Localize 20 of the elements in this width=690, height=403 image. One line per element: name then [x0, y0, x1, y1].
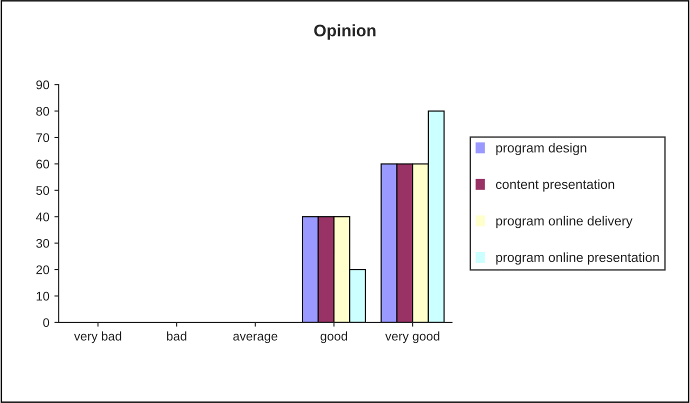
y-tick-label: 0 [43, 318, 50, 328]
y-tick-label: 40 [36, 212, 50, 222]
y-tick-label: 90 [36, 80, 50, 90]
y-tick-label: 70 [36, 133, 50, 142]
y-tick-label: 10 [36, 292, 50, 301]
y-tick-label: 80 [36, 106, 50, 116]
x-tick-label: average [233, 334, 278, 344]
x-tick-label: very good [385, 331, 440, 344]
y-tick-label: 60 [36, 160, 50, 169]
x-tick-label: bad [167, 331, 186, 341]
legend-label: content presentation [496, 179, 614, 192]
chart-title: Opinion [314, 24, 376, 40]
x-tick-label: good [320, 331, 348, 344]
y-tick-label: 50 [36, 186, 50, 195]
legend-label: program online presentation [496, 252, 659, 265]
legend-label: program design [496, 142, 586, 156]
y-tick-label: 30 [36, 238, 50, 248]
x-tick-label: very bad [74, 331, 122, 344]
y-tick-label: 20 [36, 265, 50, 274]
legend-label: program online delivery [496, 216, 633, 228]
